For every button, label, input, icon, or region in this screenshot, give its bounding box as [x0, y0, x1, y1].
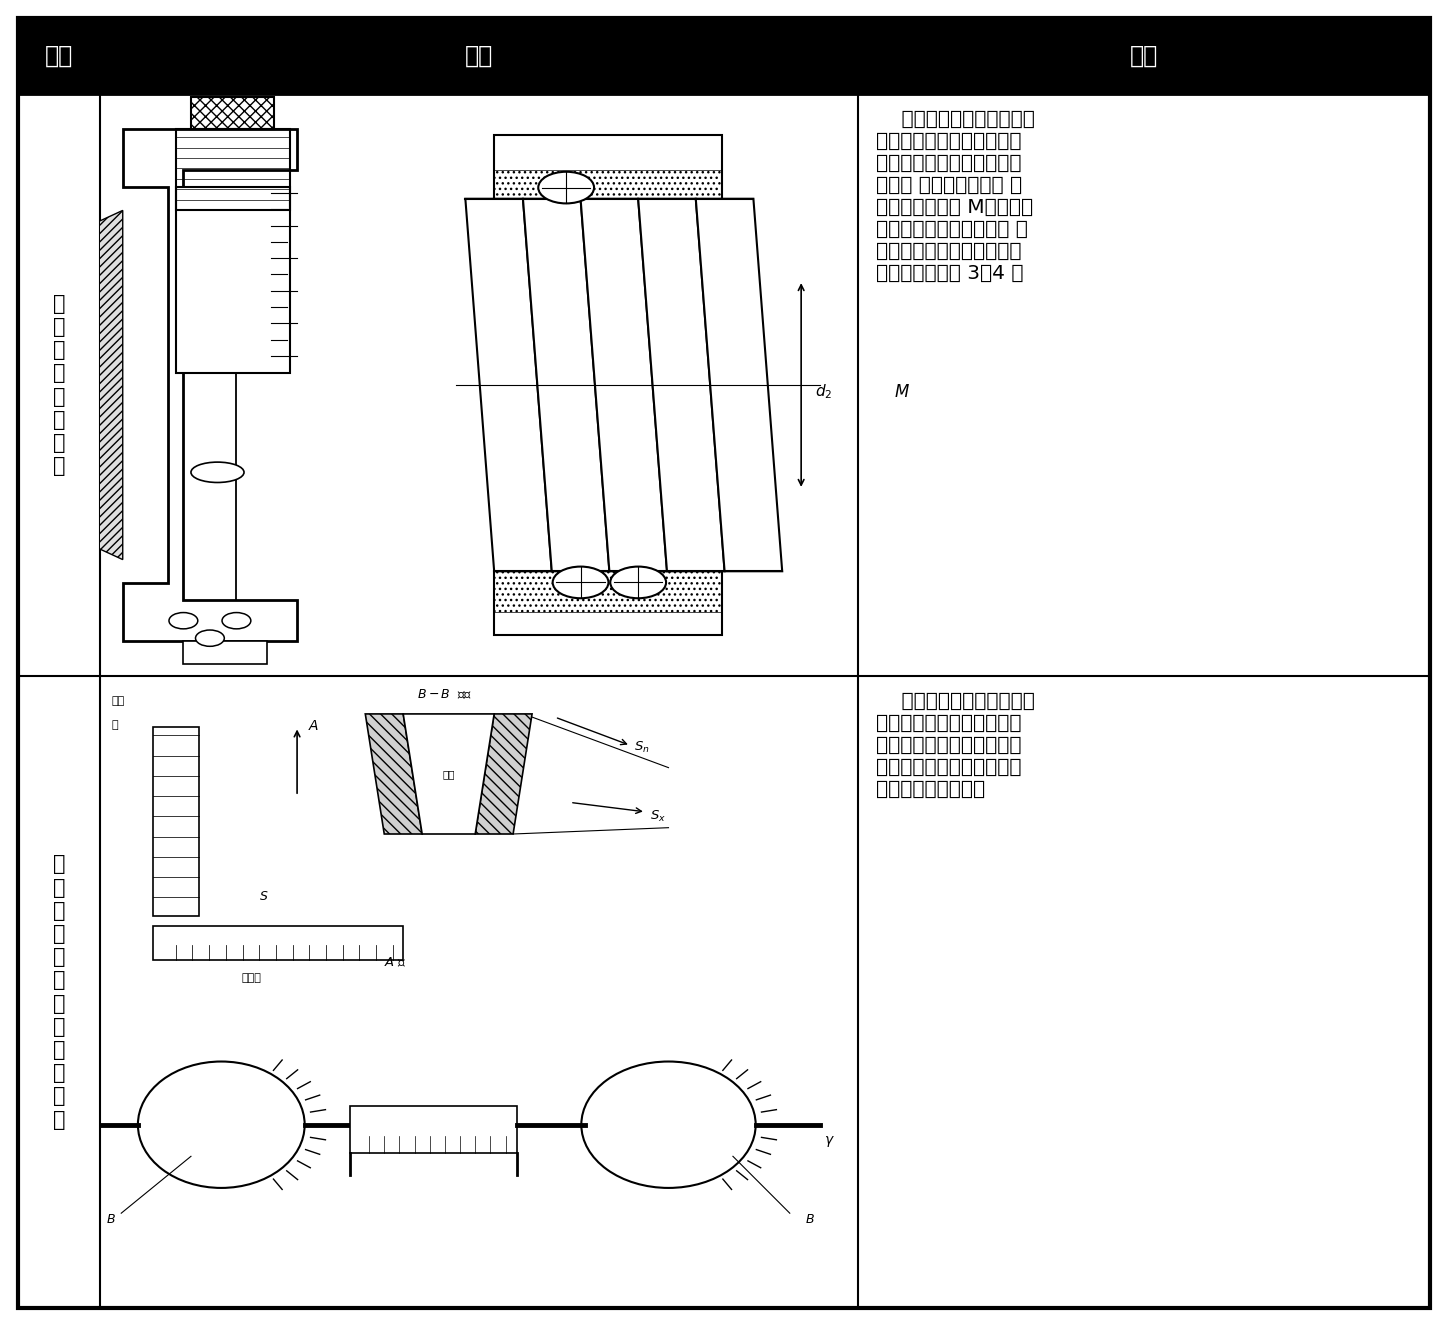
Text: 水平尺: 水平尺: [242, 972, 262, 983]
Polygon shape: [475, 714, 531, 833]
Polygon shape: [123, 128, 297, 642]
Ellipse shape: [539, 172, 594, 204]
Bar: [153, 726, 198, 916]
Bar: [175, 187, 290, 373]
Text: 说明: 说明: [1129, 44, 1158, 67]
Bar: [191, 97, 274, 128]
Bar: [184, 642, 266, 664]
Ellipse shape: [169, 613, 198, 628]
Text: $A$ 向: $A$ 向: [384, 957, 407, 970]
Text: 用齿厚卡尺沿其法向位置
进行测量，将齿厚卡尺尺身
与齿向垂直，垂直尺定准分
度圆法向弦齿高，水平尺测
出分度圆法向弦齿厚: 用齿厚卡尺沿其法向位置 进行测量，将齿厚卡尺尺身 与齿向垂直，垂直尺定准分 度圆…: [876, 692, 1035, 799]
Text: 三
针
测
量
蜗
杆
中
径: 三 针 测 量 蜗 杆 中 径: [52, 294, 65, 476]
Text: $B-B$  放大: $B-B$ 放大: [417, 688, 472, 701]
Text: 图示: 图示: [465, 44, 494, 67]
Polygon shape: [523, 198, 610, 572]
Text: $M$: $M$: [895, 382, 911, 401]
Text: $B$: $B$: [106, 1213, 116, 1225]
Ellipse shape: [610, 566, 666, 598]
Ellipse shape: [222, 613, 251, 628]
Text: 垂直: 垂直: [111, 696, 125, 706]
Bar: [494, 572, 721, 635]
Polygon shape: [581, 198, 668, 572]
Bar: [494, 135, 721, 198]
Text: 用三根等直径的量棒，放
入蜗杆对应槽内，用公法线
千分尺测量量棒距离，从而
检验蜗 杆的中径尺寸。 量
棒尺寸与测量值 M，一般由
蜗杆图样技术数据确定。 这
: 用三根等直径的量棒，放 入蜗杆对应槽内，用公法线 千分尺测量量棒距离，从而 检验…: [876, 110, 1035, 283]
Text: $B$: $B$: [805, 1213, 815, 1225]
Bar: [153, 926, 403, 960]
Polygon shape: [85, 210, 123, 560]
Text: 尺: 尺: [111, 720, 117, 730]
Bar: [494, 169, 721, 198]
Text: $S$: $S$: [259, 890, 269, 904]
Text: 齿
厚
游
标
卡
尺
测
量
法
向
齿
厚: 齿 厚 游 标 卡 尺 测 量 法 向 齿 厚: [52, 855, 65, 1130]
Text: 卡脚: 卡脚: [443, 769, 455, 779]
Bar: [191, 97, 274, 128]
Text: $S_x$: $S_x$: [650, 810, 666, 824]
Bar: [350, 1106, 517, 1154]
Ellipse shape: [191, 462, 245, 483]
Text: $A$: $A$: [308, 718, 320, 733]
Bar: [17, 19, 1431, 94]
Polygon shape: [696, 198, 782, 572]
Ellipse shape: [581, 1061, 756, 1188]
Text: $\gamma$: $\gamma$: [824, 1134, 834, 1148]
Bar: [175, 128, 290, 210]
Ellipse shape: [138, 1061, 304, 1188]
Polygon shape: [465, 198, 552, 572]
Text: $d_2$: $d_2$: [815, 382, 833, 401]
Ellipse shape: [195, 630, 224, 647]
Polygon shape: [639, 198, 724, 572]
Text: 项目: 项目: [45, 44, 74, 67]
Text: $S_n$: $S_n$: [634, 740, 650, 754]
Ellipse shape: [553, 566, 608, 598]
Polygon shape: [365, 714, 423, 833]
Bar: [494, 572, 721, 613]
Polygon shape: [403, 714, 494, 833]
